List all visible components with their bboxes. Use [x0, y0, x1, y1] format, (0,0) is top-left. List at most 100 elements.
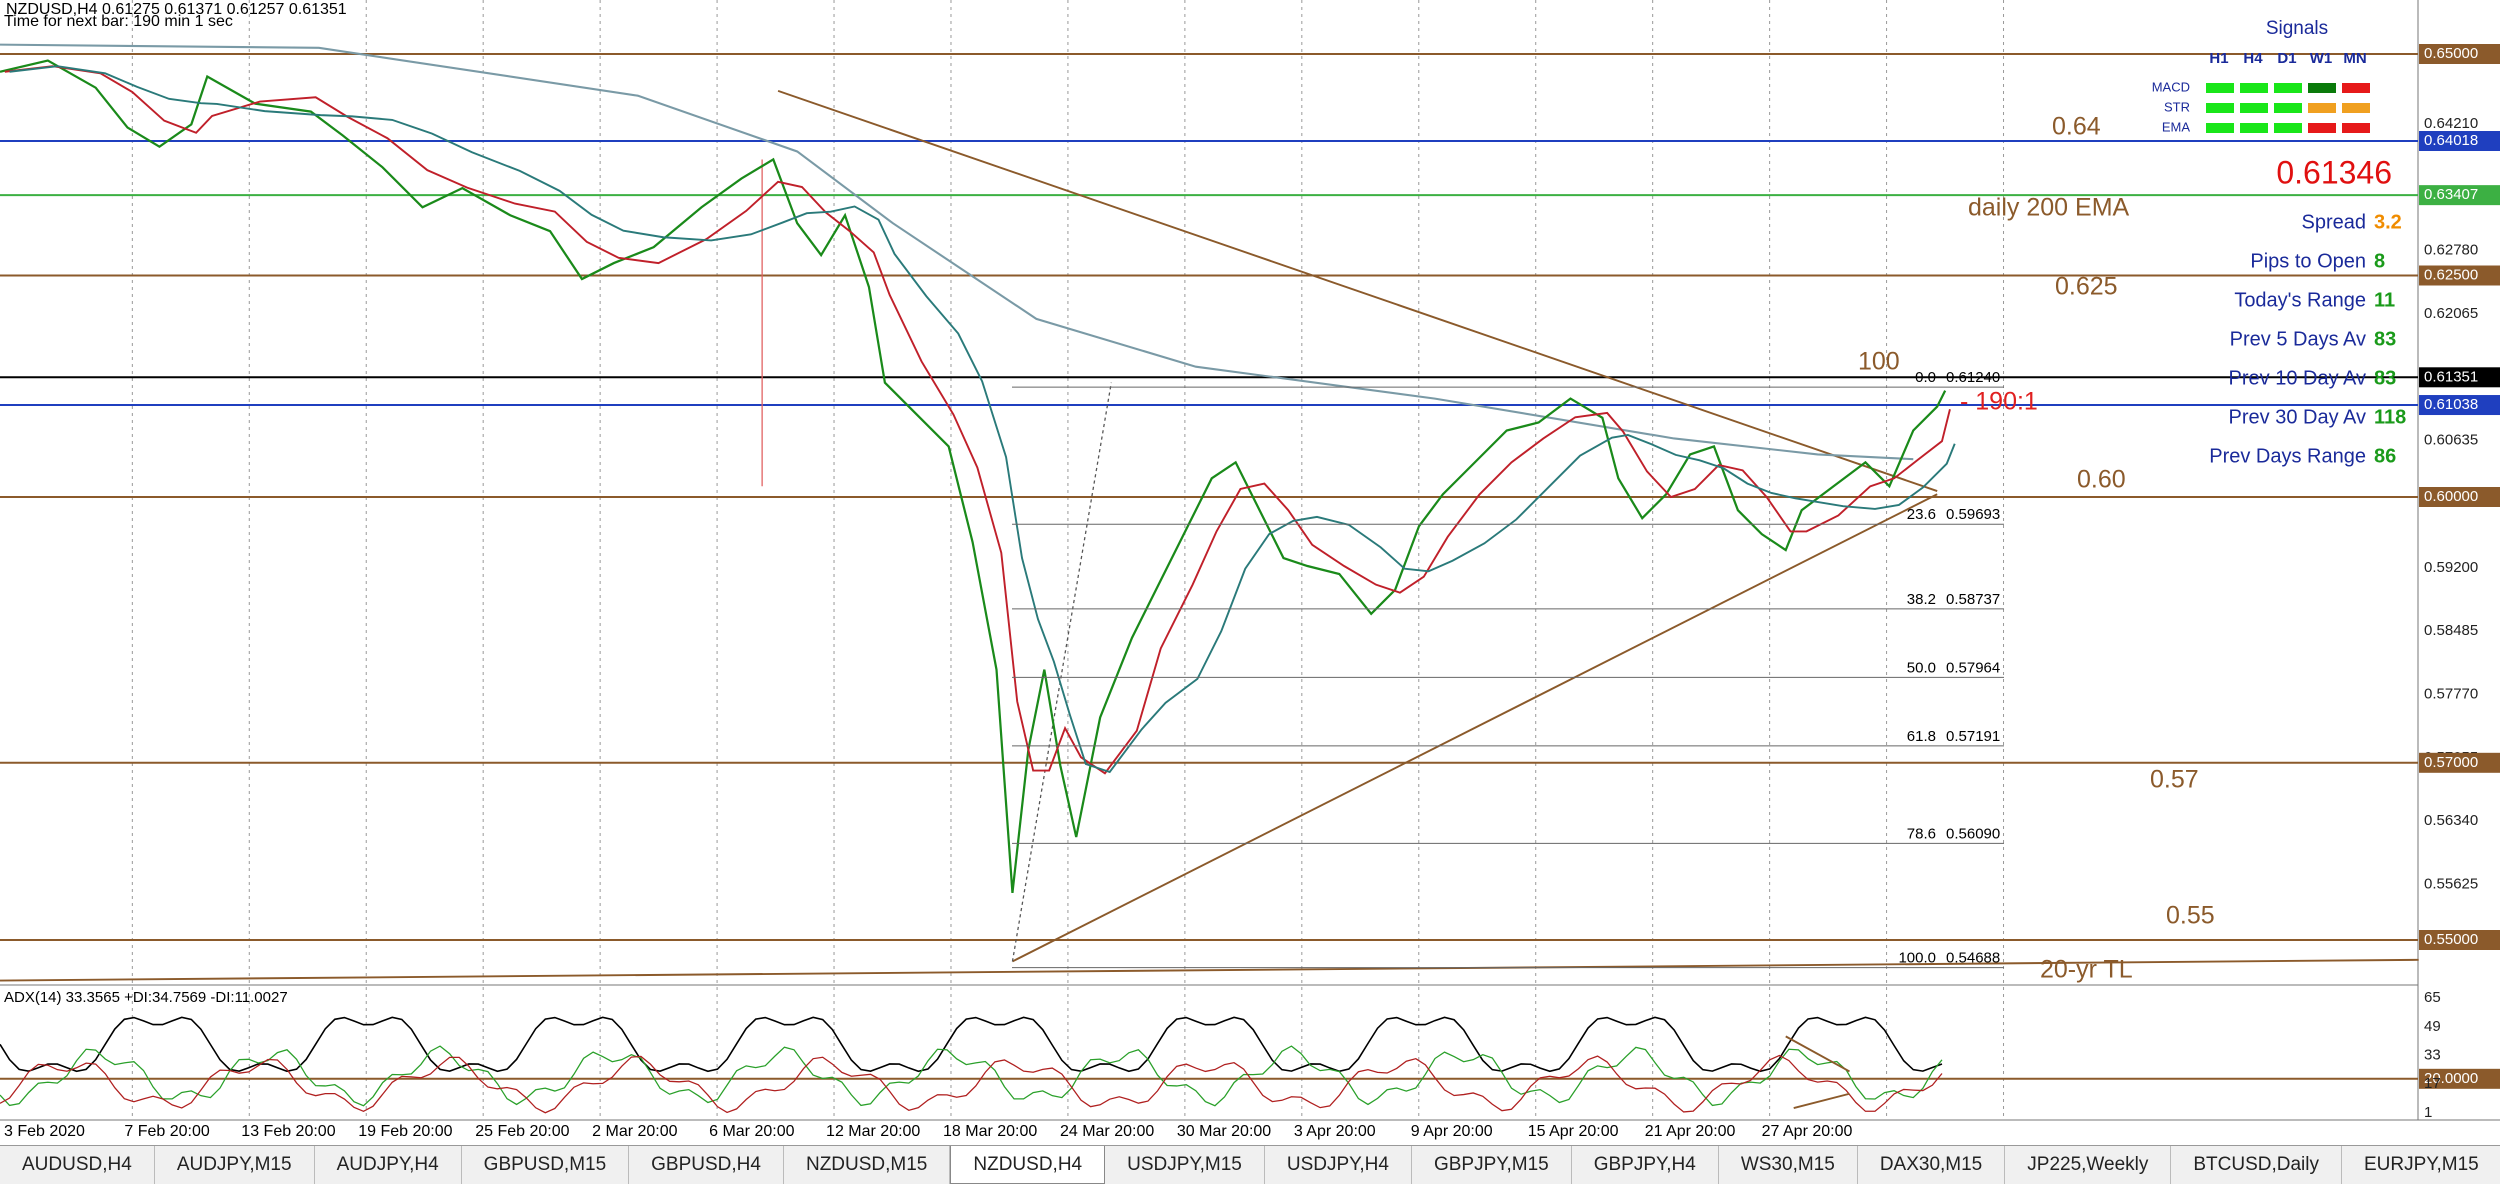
chart-tab[interactable]: NZDUSD,H4	[950, 1146, 1106, 1184]
info-value: 3.2	[2374, 211, 2402, 233]
fib-level: 0.0	[1915, 369, 1936, 386]
chart-tab[interactable]: EURJPY,M15	[2342, 1146, 2500, 1184]
chart-tab[interactable]: USDJPY,H4	[1265, 1146, 1412, 1184]
fib-level: 23.6	[1907, 506, 1936, 523]
date-label: 9 Apr 20:00	[1411, 1123, 1493, 1140]
price-label: 0.62065	[2424, 305, 2478, 322]
fib-price: 0.54688	[1946, 950, 2000, 967]
price-label: 0.55000	[2424, 931, 2478, 948]
date-label: 25 Feb 20:00	[475, 1123, 569, 1140]
adx-tick-label: 49	[2424, 1018, 2441, 1035]
chart-tab[interactable]: DAX30,M15	[1858, 1146, 2006, 1184]
fib-price: 0.57964	[1946, 659, 2000, 676]
adx-line	[0, 1016, 1943, 1073]
price-label: 0.55625	[2424, 876, 2478, 893]
signal-cell	[2308, 83, 2336, 93]
price-box	[2419, 44, 2500, 64]
price-box	[2419, 395, 2500, 416]
chart-tab[interactable]: WS30,M15	[1719, 1146, 1858, 1184]
signal-cell	[2308, 123, 2336, 133]
signal-column: H1	[2209, 50, 2228, 67]
fib-price: 0.56090	[1946, 825, 2000, 842]
fib-price: 0.58737	[1946, 591, 2000, 608]
price-label: 0.57770	[2424, 686, 2478, 703]
date-label: 21 Apr 20:00	[1645, 1123, 1736, 1140]
signal-cell	[2274, 83, 2302, 93]
ma-slow	[9, 65, 1956, 774]
price-box	[2419, 131, 2500, 152]
date-label: 18 Mar 20:00	[943, 1123, 1037, 1140]
date-label: 3 Apr 20:00	[1294, 1123, 1376, 1140]
date-label: 27 Apr 20:00	[1762, 1123, 1853, 1140]
info-label: Pips to Open	[2250, 250, 2366, 272]
price-label: 0.62500	[2424, 266, 2478, 283]
date-label: 6 Mar 20:00	[709, 1123, 794, 1140]
fib-level: 50.0	[1907, 659, 1936, 676]
chart-tab[interactable]: GBPJPY,M15	[1412, 1146, 1572, 1184]
annotations: 0.64 daily 200 EMA 0.625 100 - 190:1 0.6…	[1858, 113, 2215, 984]
background	[0, 0, 2500, 1145]
chart-tab[interactable]: NZDUSD,M15	[784, 1146, 951, 1184]
signal-column: MN	[2343, 50, 2366, 67]
chart-tab[interactable]: GBPUSD,H4	[629, 1146, 784, 1184]
info-label: Today's Range	[2234, 289, 2366, 311]
price-label: 0.59200	[2424, 559, 2478, 576]
price-label: 0.63407	[2424, 186, 2478, 203]
chart-tab[interactable]: BTCUSD,Daily	[2171, 1146, 2342, 1184]
info-value: 83	[2374, 367, 2396, 389]
date-label: 13 Feb 20:00	[241, 1123, 335, 1140]
fib-price: 0.61240	[1946, 369, 2000, 386]
info-label: Prev 5 Days Av	[2230, 328, 2366, 350]
signals-title: Signals	[2266, 18, 2328, 39]
fib-level: 61.8	[1907, 728, 1936, 745]
price-label: 0.61351	[2424, 368, 2478, 385]
bar-timer: Time for next bar: 190 min 1 sec	[4, 13, 233, 30]
info-value: 11	[2374, 289, 2395, 311]
chart-tab[interactable]: JP225,Weekly	[2005, 1146, 2172, 1184]
signal-cell	[2274, 123, 2302, 133]
adx-tick-label: 33	[2424, 1046, 2441, 1063]
price-box	[2419, 367, 2500, 388]
ema-200	[0, 43, 1914, 461]
price-box	[2419, 930, 2500, 950]
date-label: 12 Mar 20:00	[826, 1123, 920, 1140]
signal-cell	[2206, 103, 2234, 113]
level-note: 0.57	[2150, 766, 2199, 794]
chart-tab[interactable]: AUDJPY,M15	[155, 1146, 315, 1184]
adx-tick-label: 1	[2424, 1104, 2432, 1121]
fib-level: 78.6	[1907, 825, 1936, 842]
signal-cell	[2240, 83, 2268, 93]
price-line	[0, 59, 1947, 893]
signal-cell	[2308, 103, 2336, 113]
chart-tab[interactable]: AUDJPY,H4	[315, 1146, 462, 1184]
price-box	[2419, 265, 2500, 286]
fib-price: 0.59693	[1946, 506, 2000, 523]
info-value: 8	[2374, 250, 2385, 272]
info-value: 83	[2374, 328, 2396, 350]
info-label: Prev Days Range	[2209, 445, 2366, 467]
chart-tab[interactable]: GBPJPY,H4	[1572, 1146, 1719, 1184]
adx-tick-label: 65	[2424, 989, 2441, 1006]
chart-tab[interactable]: GBPUSD,M15	[462, 1146, 630, 1184]
fib-price: 0.57191	[1946, 728, 2000, 745]
signal-column: D1	[2277, 50, 2296, 67]
price-label: 0.58485	[2424, 622, 2478, 639]
signal-cell	[2342, 103, 2370, 113]
signal-cell	[2240, 123, 2268, 133]
price-box	[2419, 185, 2500, 206]
adx-tick-label: 20.0000	[2424, 1070, 2478, 1087]
price-label: 0.60000	[2424, 488, 2478, 505]
chart-tab[interactable]: USDJPY,M15	[1105, 1146, 1265, 1184]
level-note: 0.55	[2166, 902, 2215, 930]
info-value: 86	[2374, 445, 2396, 467]
fib-level: 38.2	[1907, 591, 1936, 608]
level-note: 0.64	[2052, 113, 2101, 141]
adx-tick-label: 17	[2424, 1075, 2441, 1092]
signal-cell	[2240, 103, 2268, 113]
signal-cell	[2206, 123, 2234, 133]
chart-tab[interactable]: AUDUSD,H4	[0, 1146, 155, 1184]
info-label: Prev 10 Day Av	[2229, 367, 2366, 389]
price-label: 0.62780	[2424, 242, 2478, 259]
fib-level: 100.0	[1898, 950, 1936, 967]
